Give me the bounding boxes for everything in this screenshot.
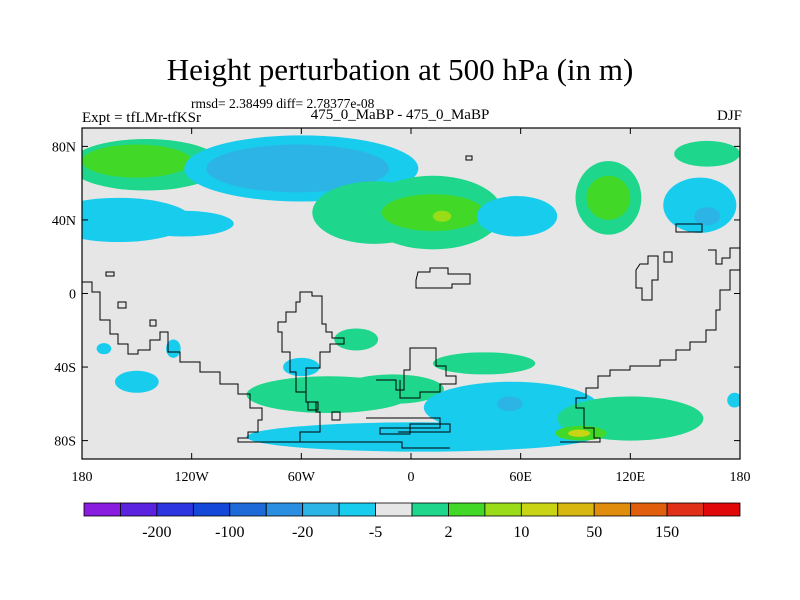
colorbar-bin [411,502,449,517]
colorbar-bin [375,502,413,517]
chart-title: Height perturbation at 500 hPa (in m) [166,52,634,87]
case-label: 475_0_MaBP - 475_0_MaBP [310,107,490,123]
x-tick-label: 60E [509,470,532,485]
anomaly-region [586,175,631,220]
anomaly-region [727,392,740,408]
y-tick-label: 80N [52,140,76,155]
colorbar-bin [120,502,158,517]
colorbar-bin [630,502,668,517]
anomaly-region [674,140,740,167]
colorbar-bin [192,502,231,517]
colorbar-bin [156,502,194,517]
anomaly-region [131,210,234,237]
x-tick-label: 0 [408,470,415,485]
colorbar-label: -100 [215,524,244,541]
anomaly-region [82,144,192,178]
anomaly-region [568,429,591,437]
anomaly-region [663,177,737,233]
colorbar-bin [265,502,304,517]
colorbar-bin [302,502,340,517]
colorbar-bin [229,502,267,517]
coastline [82,155,740,449]
anomaly-region [694,207,720,226]
colorbar-label: -200 [142,524,171,541]
anomaly-region [334,328,379,351]
colorbar-bin [666,502,704,517]
colorbar-label: -5 [369,524,382,541]
anomaly-region [206,144,390,193]
anomaly-region [341,374,444,404]
anomaly-region [114,370,159,393]
x-tick-label: 120W [175,470,210,485]
y-tick-label: 80S [54,435,76,450]
colorbar-bin [703,502,741,517]
anomaly-region [432,352,536,375]
colorbar-bin [520,502,559,517]
anomaly-region [476,196,558,237]
anomaly-region [496,396,523,412]
anomaly-region [246,422,594,452]
colorbar-label: 2 [444,524,452,541]
experiment-label: Expt = tfLMr-tfKSr [82,110,201,126]
anomaly-region [432,210,452,222]
colorbar-label: 50 [586,524,602,541]
colorbar-bin [338,502,376,517]
y-tick-label: 40N [52,214,76,229]
colorbar-bin [593,502,632,517]
rmsd-diff-stats: rmsd= 2.38499 diff= 2.78377e-08 [191,96,375,111]
x-tick-label: 60W [288,470,316,485]
colorbar-bin [484,502,522,517]
colorbar-bin [448,502,486,517]
anomaly-region [96,343,112,355]
anomaly-region [283,357,320,377]
y-tick-label: 40S [54,361,76,376]
colorbar-label: -20 [292,524,313,541]
y-tick-label: 0 [69,288,76,303]
x-tick-label: 180 [730,470,751,485]
anomaly-region [381,194,485,231]
season-label: DJF [716,108,742,124]
x-tick-label: 180 [72,470,93,485]
anomaly-region [166,339,181,358]
colorbar-label: 10 [513,524,529,541]
colorbar-bin [557,502,595,517]
colorbar-label: 150 [655,524,679,541]
colorbar-bin [83,502,121,517]
x-tick-label: 120E [616,470,646,485]
